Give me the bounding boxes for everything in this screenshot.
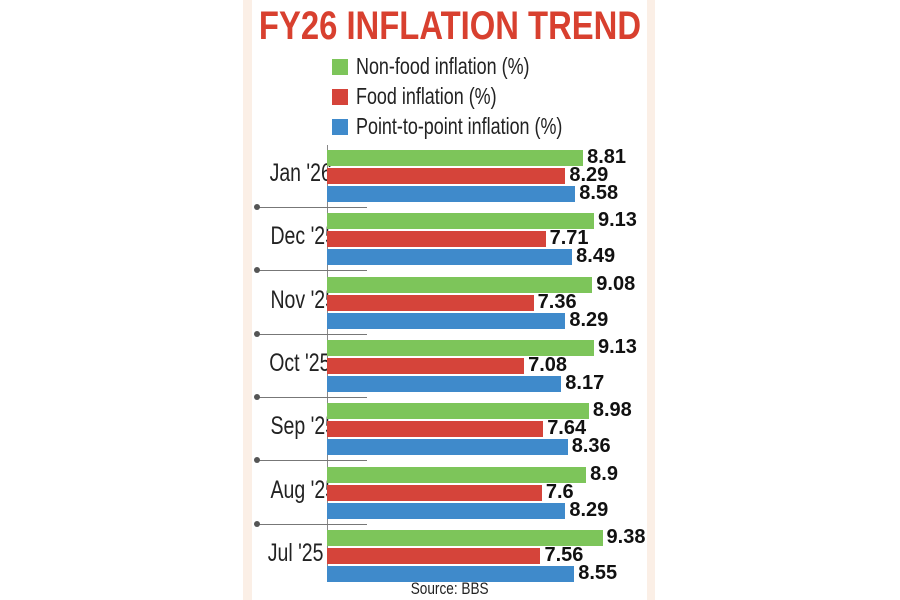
group-separator <box>257 396 367 398</box>
legend-swatch <box>332 59 348 75</box>
source-note: Source: BBS <box>0 579 900 599</box>
data-label: 8.81 <box>587 146 627 168</box>
category-label: Jul '25 <box>252 538 324 568</box>
separator-dot-icon <box>254 330 260 337</box>
chart-title-text: FY26 INFLATION TREND <box>258 4 642 48</box>
category-label-text: Jul '25 <box>267 538 324 567</box>
bar-point-to-point <box>327 249 573 266</box>
category-label-text: Oct '25 <box>269 348 331 377</box>
bar-non-food <box>327 276 593 293</box>
separator-dot-icon <box>254 393 260 400</box>
legend-swatch <box>332 119 348 135</box>
category-label-text: Sep '25 <box>270 412 337 441</box>
bar-non-food <box>327 466 587 483</box>
bar-non-food <box>327 403 589 420</box>
data-label: 8.29 <box>569 164 609 186</box>
bar-non-food <box>327 150 584 166</box>
bar-point-to-point <box>327 312 566 329</box>
chart-title: FY26 INFLATION TREND <box>0 4 900 49</box>
legend-label: Food inflation (%) <box>356 83 497 109</box>
source-text: Source: BBS <box>411 579 489 598</box>
data-label: 9.13 <box>598 335 637 358</box>
bar-point-to-point <box>327 502 566 519</box>
group-separator <box>257 333 367 335</box>
category-label-text: Aug '25 <box>270 475 337 504</box>
bar-food <box>327 484 542 501</box>
category-label: Nov '25 <box>252 286 336 315</box>
group-separator <box>257 523 367 525</box>
data-label: 8.9 <box>590 462 618 485</box>
data-label: 9.08 <box>596 272 636 295</box>
group-separator <box>257 207 367 208</box>
bar-food <box>327 168 566 184</box>
data-label: 9.13 <box>598 209 637 232</box>
data-label: 8.36 <box>571 435 611 458</box>
bar-food <box>327 231 546 248</box>
category-label: Jan '26 <box>252 159 332 188</box>
data-label: 7.08 <box>528 353 568 376</box>
bar-point-to-point <box>327 375 562 392</box>
data-label: 8.29 <box>569 498 609 521</box>
separator-dot-icon <box>254 457 260 464</box>
data-label: 7.71 <box>549 227 589 250</box>
bar-non-food <box>327 339 594 356</box>
category-label: Dec '25 <box>252 222 336 251</box>
bar-non-food <box>327 213 594 230</box>
bar-food <box>327 294 534 311</box>
legend-label: Point-to-point inflation (%) <box>356 113 563 139</box>
data-label: 7.6 <box>545 480 574 503</box>
bar-point-to-point <box>327 186 576 202</box>
category-label-text: Nov '25 <box>270 285 336 314</box>
separator-dot-icon <box>254 520 260 527</box>
category-label: Aug '25 <box>252 476 336 505</box>
category-label-text: Jan '26 <box>269 159 332 187</box>
bar-food <box>327 421 544 438</box>
bar-food <box>327 547 541 564</box>
data-label: 7.36 <box>537 290 577 313</box>
legend-swatch <box>332 89 348 105</box>
category-label-text: Dec '25 <box>270 222 336 251</box>
group-separator <box>257 460 367 462</box>
data-label: 8.29 <box>569 308 609 331</box>
bar-point-to-point <box>327 565 575 582</box>
bar-food <box>327 357 525 374</box>
data-label: 8.17 <box>565 371 605 394</box>
bar-point-to-point <box>327 439 568 456</box>
category-label: Sep '25 <box>252 412 336 441</box>
separator-dot-icon <box>254 267 260 274</box>
data-label: 9.38 <box>606 525 646 548</box>
legend-label: Non-food inflation (%) <box>356 53 530 79</box>
data-label: 8.55 <box>578 561 618 584</box>
data-label: 7.64 <box>547 417 587 440</box>
bar-non-food <box>327 529 603 546</box>
data-label: 8.98 <box>592 399 632 422</box>
data-label: 7.56 <box>544 543 584 566</box>
data-label: 8.49 <box>576 245 616 268</box>
category-label: Oct '25 <box>252 349 330 378</box>
data-label: 8.58 <box>579 182 619 204</box>
group-separator <box>257 270 367 272</box>
separator-dot-icon <box>254 204 260 210</box>
